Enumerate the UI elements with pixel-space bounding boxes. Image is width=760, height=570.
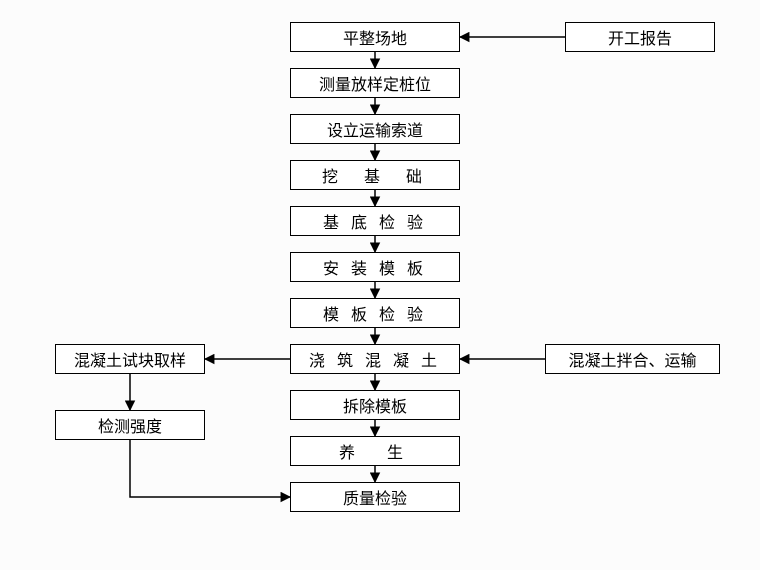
flowchart-node-sL1: 混凝土试块取样 bbox=[55, 344, 205, 374]
flowchart-node-sL2: 检测强度 bbox=[55, 410, 205, 440]
flowchart-node-n7: 模 板 检 验 bbox=[290, 298, 460, 328]
flowchart-node-n11: 质量检验 bbox=[290, 482, 460, 512]
flowchart-edge-e15 bbox=[130, 440, 290, 497]
flowchart-node-n6: 安 装 模 板 bbox=[290, 252, 460, 282]
flowchart-node-n9: 拆除模板 bbox=[290, 390, 460, 420]
flowchart-node-sR1: 开工报告 bbox=[565, 22, 715, 52]
flowchart-node-n10: 养 生 bbox=[290, 436, 460, 466]
flowchart-node-n5: 基 底 检 验 bbox=[290, 206, 460, 236]
flowchart-node-n8: 浇 筑 混 凝 土 bbox=[290, 344, 460, 374]
flowchart-node-n4: 挖 基 础 bbox=[290, 160, 460, 190]
flowchart-node-n3: 设立运输索道 bbox=[290, 114, 460, 144]
flowchart-node-sR2: 混凝土拌合、运输 bbox=[545, 344, 720, 374]
flowchart-node-n1: 平整场地 bbox=[290, 22, 460, 52]
flowchart-node-n2: 测量放样定桩位 bbox=[290, 68, 460, 98]
